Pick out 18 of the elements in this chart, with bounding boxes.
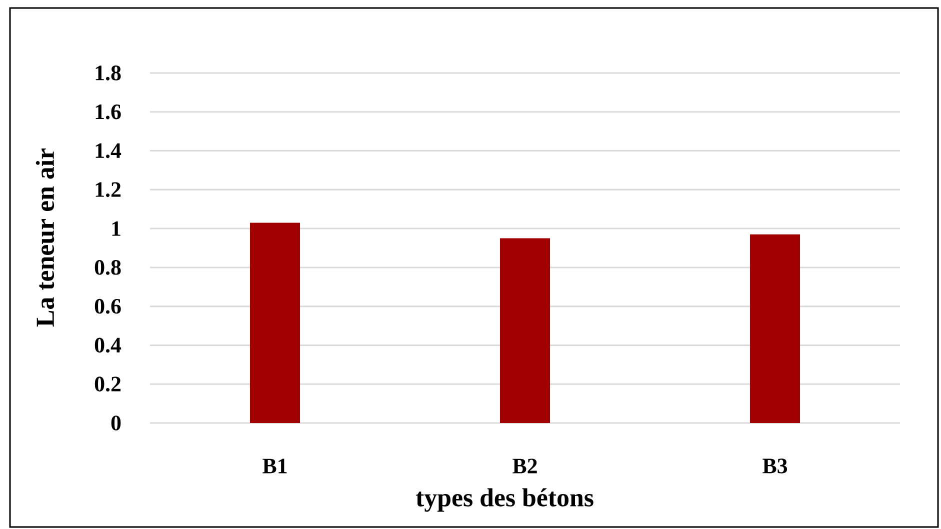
y-tick-label: 1.4 [96, 143, 122, 158]
bar [500, 238, 550, 423]
y-tick-label: 0.4 [94, 338, 122, 353]
y-tick-label: 0.6 [94, 298, 121, 314]
y-tick-label: 1.6 [96, 104, 121, 120]
x-tick-label: B2 [512, 458, 537, 474]
x-tick-label: B3 [762, 458, 788, 474]
x-tick-label: B1 [262, 458, 287, 474]
bar [750, 234, 800, 423]
y-tick-label: 1.8 [96, 66, 121, 80]
y-tick-label: 0.2 [94, 376, 121, 392]
y-tick-label: 1 [112, 221, 120, 236]
y-tick-label: 0 [111, 416, 121, 430]
y-axis-title: La teneur en air [36, 148, 54, 327]
bar [250, 222, 300, 423]
x-axis-title: types des bétons [416, 488, 594, 512]
y-tick-label: 0.8 [94, 260, 121, 275]
y-tick-label: 1.2 [96, 182, 121, 198]
